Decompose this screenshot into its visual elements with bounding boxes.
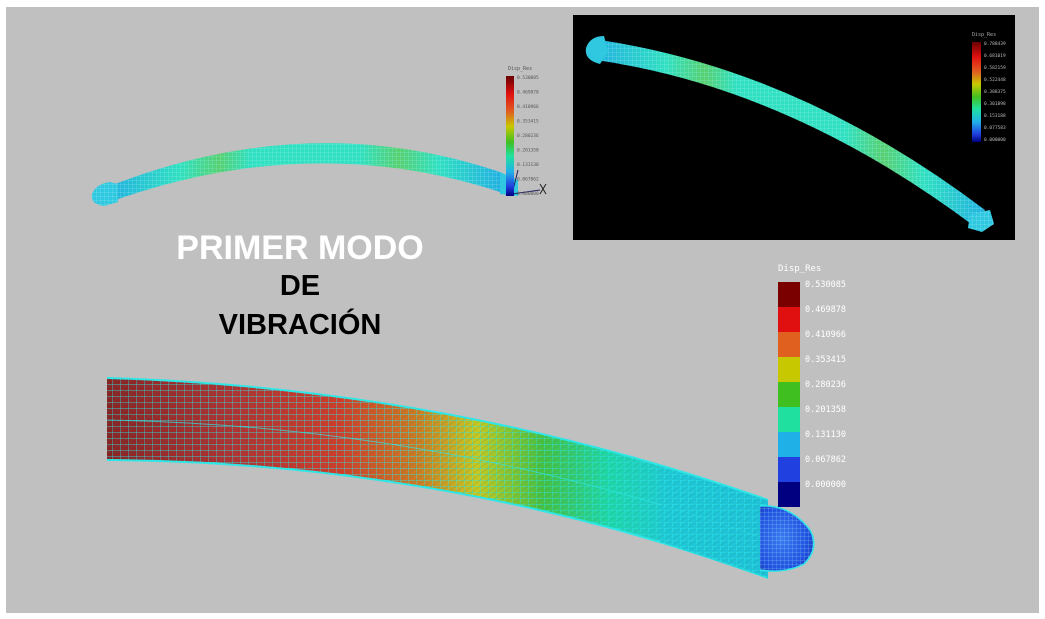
beam-mesh-top-right: [585, 36, 994, 232]
legend-large-value: 0.131130: [805, 430, 846, 440]
legend-large-value: 0.000000: [805, 480, 846, 490]
legend-large-swatch: [778, 357, 800, 382]
legend-small-right-value: 0.681019: [984, 53, 1006, 59]
title-block: PRIMER MODO DE VIBRACIÓN: [150, 228, 450, 346]
legend-large-swatch: [778, 407, 800, 432]
legend-small-right-value: 0.000000: [984, 137, 1006, 143]
legend-small-right-value: 0.388375: [984, 89, 1006, 95]
legend-small-right-value: 0.301898: [984, 101, 1006, 107]
legend-small-right-value: 0.153188: [984, 113, 1006, 119]
legend-large-swatch: [778, 282, 800, 307]
legend-small-right-header: Disp_Res: [972, 32, 996, 38]
legend-large-value: 0.353415: [805, 355, 846, 365]
legend-small-left-value: 0.000000: [517, 191, 539, 197]
legend-small-left-value: 0.469878: [517, 90, 539, 96]
legend-small-right-value: 0.522448: [984, 77, 1006, 83]
title-line-de: DE: [279, 270, 321, 302]
legend-large-swatch: [778, 332, 800, 357]
legend-large: Disp_Res 0.530085 0.469878 0.410966 0.35341…: [778, 264, 846, 507]
legend-large-swatch: [778, 432, 800, 457]
legend-large-value: 0.410966: [805, 330, 846, 340]
title-line-primer-modo: PRIMER MODO: [176, 229, 424, 267]
legend-large-swatch: [778, 457, 800, 482]
legend-large-value: 0.530085: [805, 280, 846, 290]
legend-small-left-value: 0.353415: [517, 119, 539, 125]
legend-large-header: Disp_Res: [778, 264, 821, 274]
beam-mesh-large: [106, 377, 815, 579]
legend-small-left-value: 0.280236: [517, 133, 539, 139]
beam-mesh-top-left: [91, 143, 518, 206]
legend-large-swatch: [778, 307, 800, 332]
legend-large-swatch: [778, 382, 800, 407]
legend-small-left: Disp_Res 0.530085 0.469878 0.410966 0.35341…: [506, 66, 539, 197]
legend-large-value: 0.469878: [805, 305, 846, 315]
legend-small-left-header: Disp_Res: [508, 66, 532, 72]
title-line-vibracion: VIBRACIÓN: [218, 309, 382, 341]
legend-large-swatch: [778, 482, 800, 507]
legend-small-left-value: 0.131130: [517, 162, 539, 168]
legend-small-left-value: 0.410966: [517, 104, 539, 110]
legend-small-left-value: 0.201358: [517, 148, 539, 154]
legend-small-right-value: 0.582159: [984, 65, 1006, 71]
legend-small-right-value: 0.788439: [984, 41, 1006, 47]
legend-small-left-value: 0.530085: [517, 75, 539, 81]
legend-small-left-value: 0.067862: [517, 177, 539, 183]
legend-large-value: 0.280236: [805, 380, 846, 390]
legend-large-value: 0.201358: [805, 405, 846, 415]
legend-small-right: Disp_Res 0.788439 0.681019 0.582159 0.52244…: [972, 32, 1006, 143]
legend-large-value: 0.067862: [805, 455, 846, 465]
legend-small-right-value: 0.077583: [984, 125, 1006, 131]
